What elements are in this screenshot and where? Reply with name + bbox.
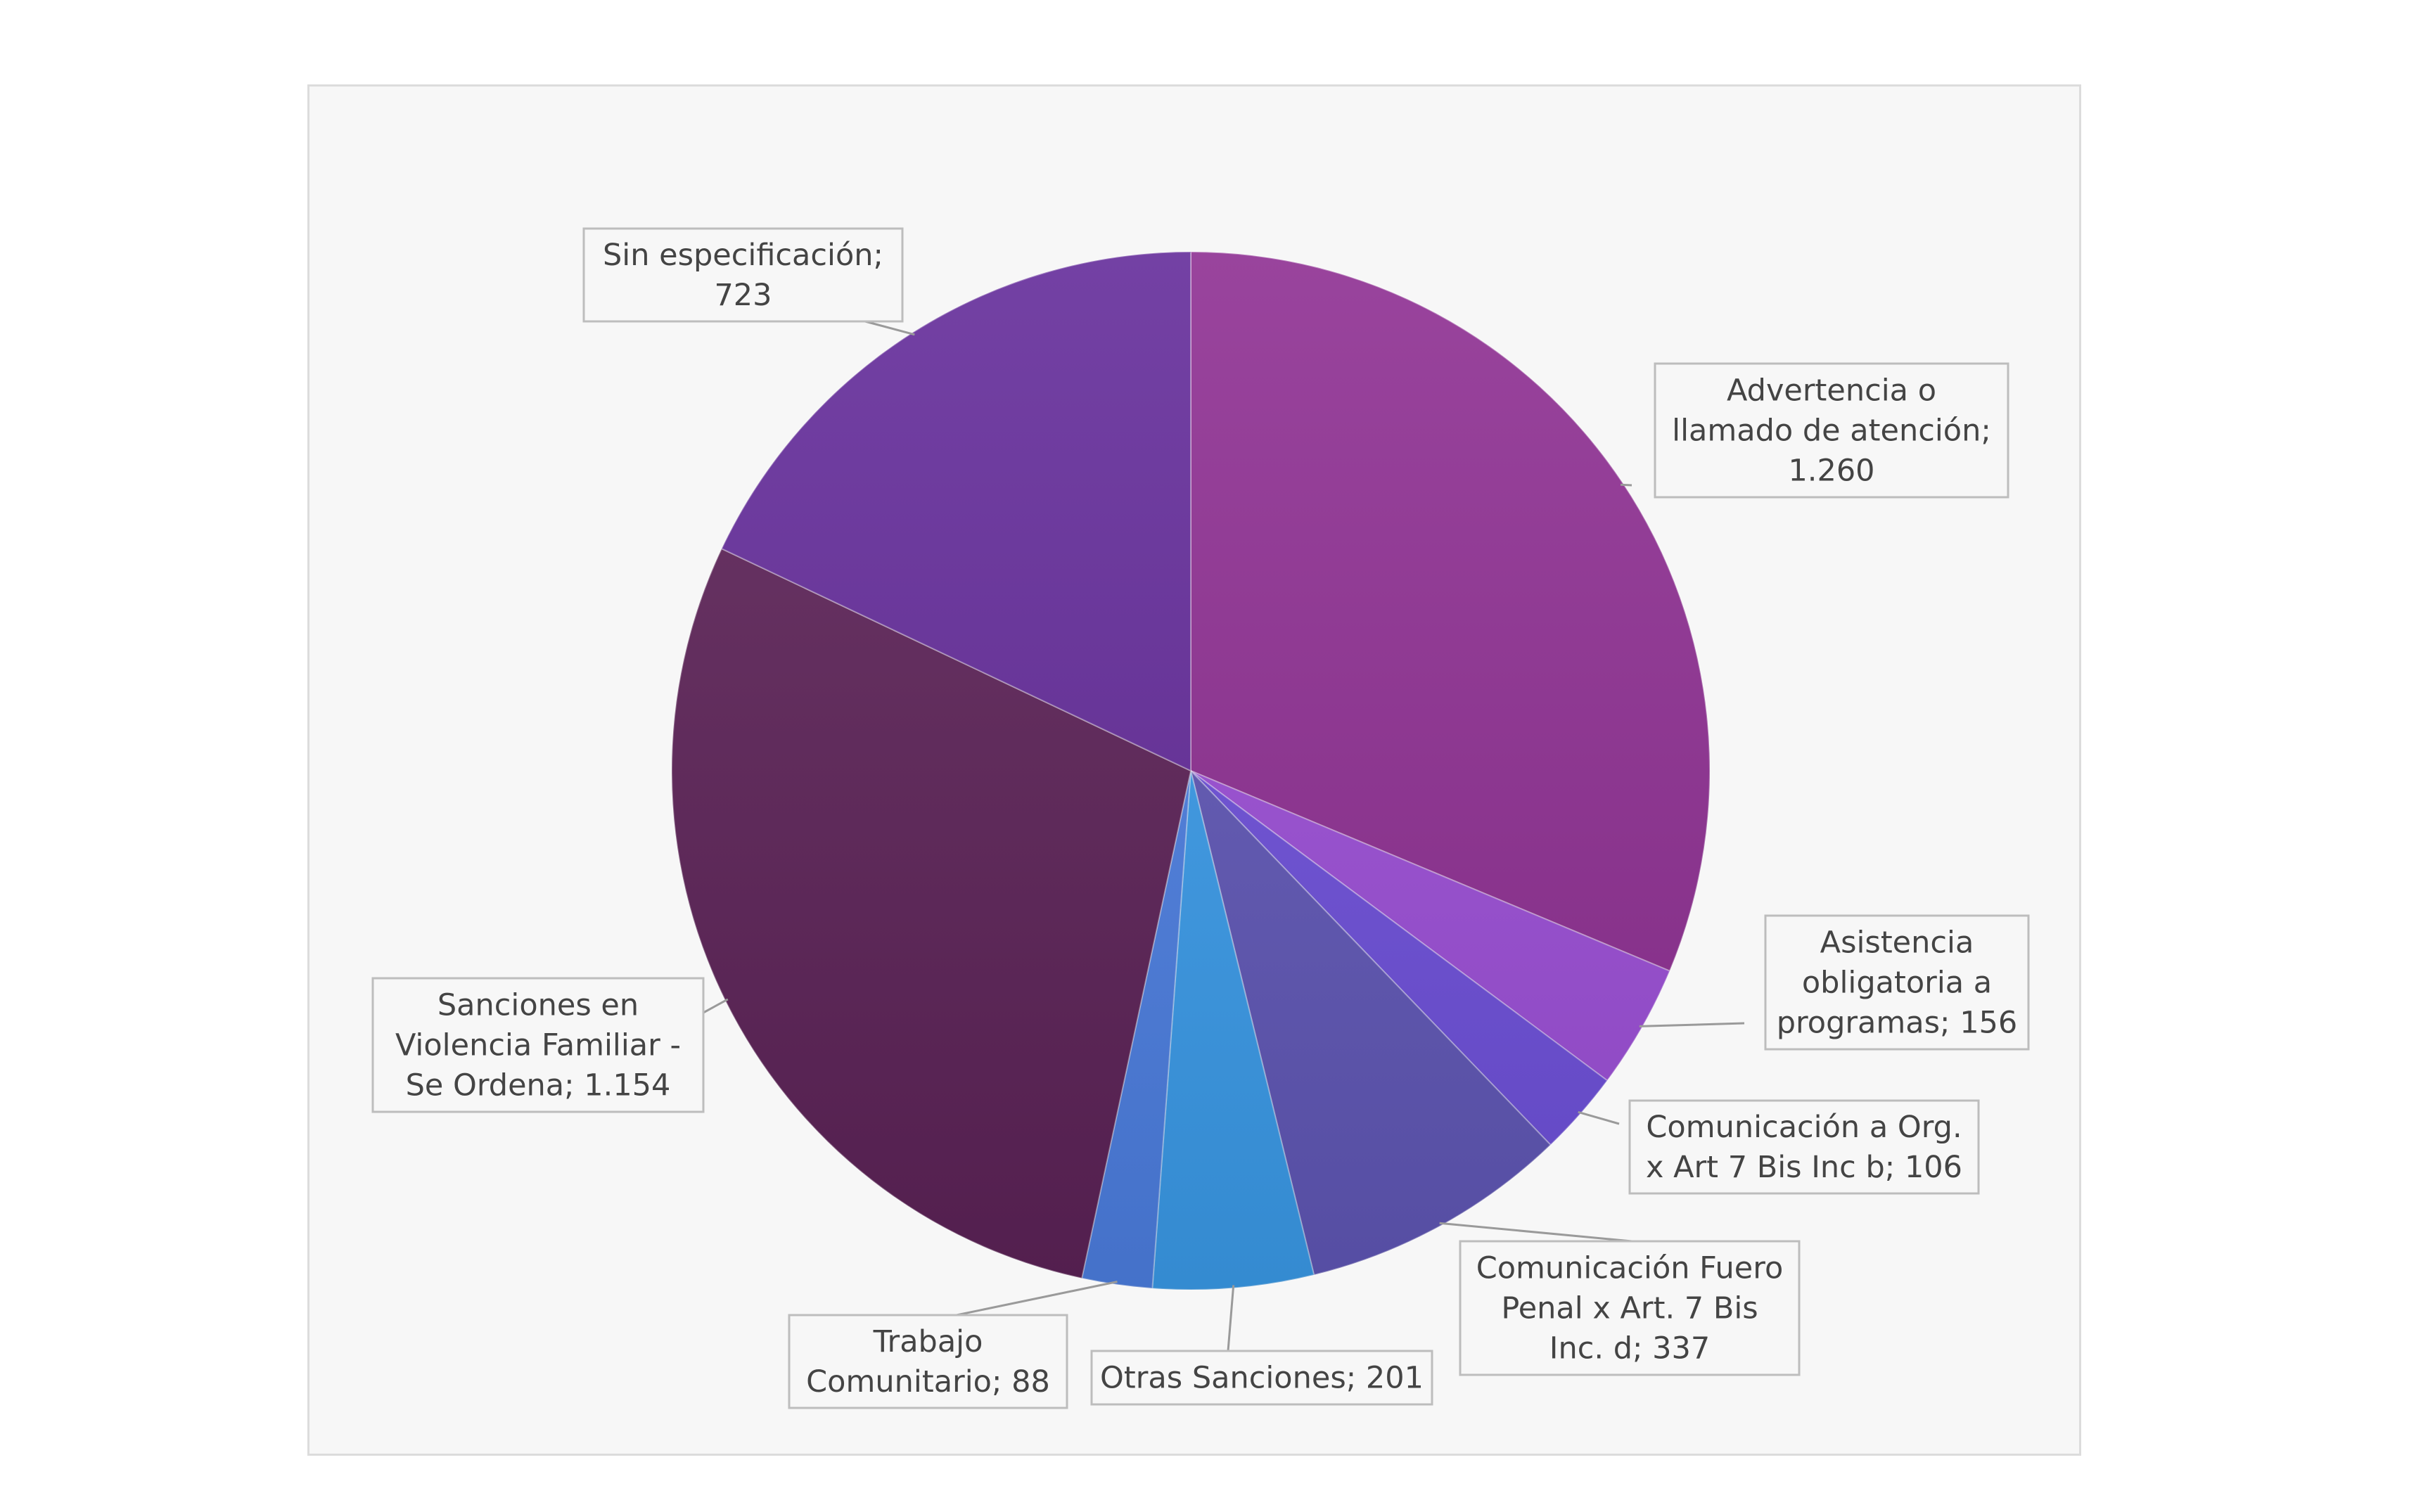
slice-label: Sin especificación; 723 [582,227,904,323]
slice-label-text: 1.260 [1788,454,1874,489]
slice-label-text: Inc. d; 337 [1549,1331,1710,1366]
slice-label-text: Sanciones en [437,988,639,1023]
slice-label-text: llamado de atención; [1672,414,1991,449]
slice-label-box [788,1314,1068,1409]
slice-label-text: Trabajo [873,1324,983,1359]
slice-label-text: Se Ordena; 1.154 [406,1068,671,1103]
slice-label: Otras Sanciones; 201 [1090,1350,1433,1406]
slice-label-text: Advertencia o [1727,373,1936,409]
slice-label-text: Comunitario; 88 [806,1364,1050,1399]
label-leader-line [956,1281,1118,1316]
slice-label-box [1459,1240,1801,1376]
slice-label: Trabajo Comunitario; 88 [788,1314,1068,1409]
slice-label-box [1628,1099,1980,1195]
slice-label: Comunicación Fuero Penal x Art. 7 Bis Inc.… [1459,1240,1801,1376]
slice-label: Asistencia obligatoria a programas; 156 [1764,914,2030,1051]
slice-label-text: 723 [714,278,772,313]
slice-label: Sanciones en Violencia Familiar - Se Orden… [371,977,705,1113]
slice-label-text: Comunicación a Org. [1646,1110,1962,1145]
slice-label-box [1764,914,2030,1051]
slice-label-text: Otras Sanciones; 201 [1100,1361,1424,1396]
slice-label-text: Penal x Art. 7 Bis [1501,1291,1758,1326]
slice-label-text: obligatoria a [1802,966,1992,1001]
slice-label-text: x Art 7 Bis Inc b; 106 [1646,1150,1962,1185]
slice-label-box [1090,1350,1433,1406]
slice-label: Advertencia o llamado de atención; 1.260 [1654,362,2009,499]
label-leader-line [1578,1110,1620,1125]
label-leader-line [1227,1285,1235,1352]
label-leader-line [864,320,915,336]
slice-label-text: programas; 156 [1777,1006,2018,1041]
slice-label-box [371,977,705,1113]
slice-label-text: Asistencia [1820,925,1974,961]
slice-label-box [582,227,904,323]
label-leader-line [703,998,729,1014]
slice-label-box [1654,362,2009,499]
label-leader-line [1439,1222,1632,1243]
slice-label: Comunicación a Org. x Art 7 Bis Inc b; 10… [1628,1099,1980,1195]
slice-label-text: Comunicación Fuero [1476,1251,1784,1286]
label-leader-line [1639,1022,1745,1027]
slice-label-text: Violencia Familiar - [395,1028,681,1063]
slice-label-text: Sin especificación; [603,238,883,273]
